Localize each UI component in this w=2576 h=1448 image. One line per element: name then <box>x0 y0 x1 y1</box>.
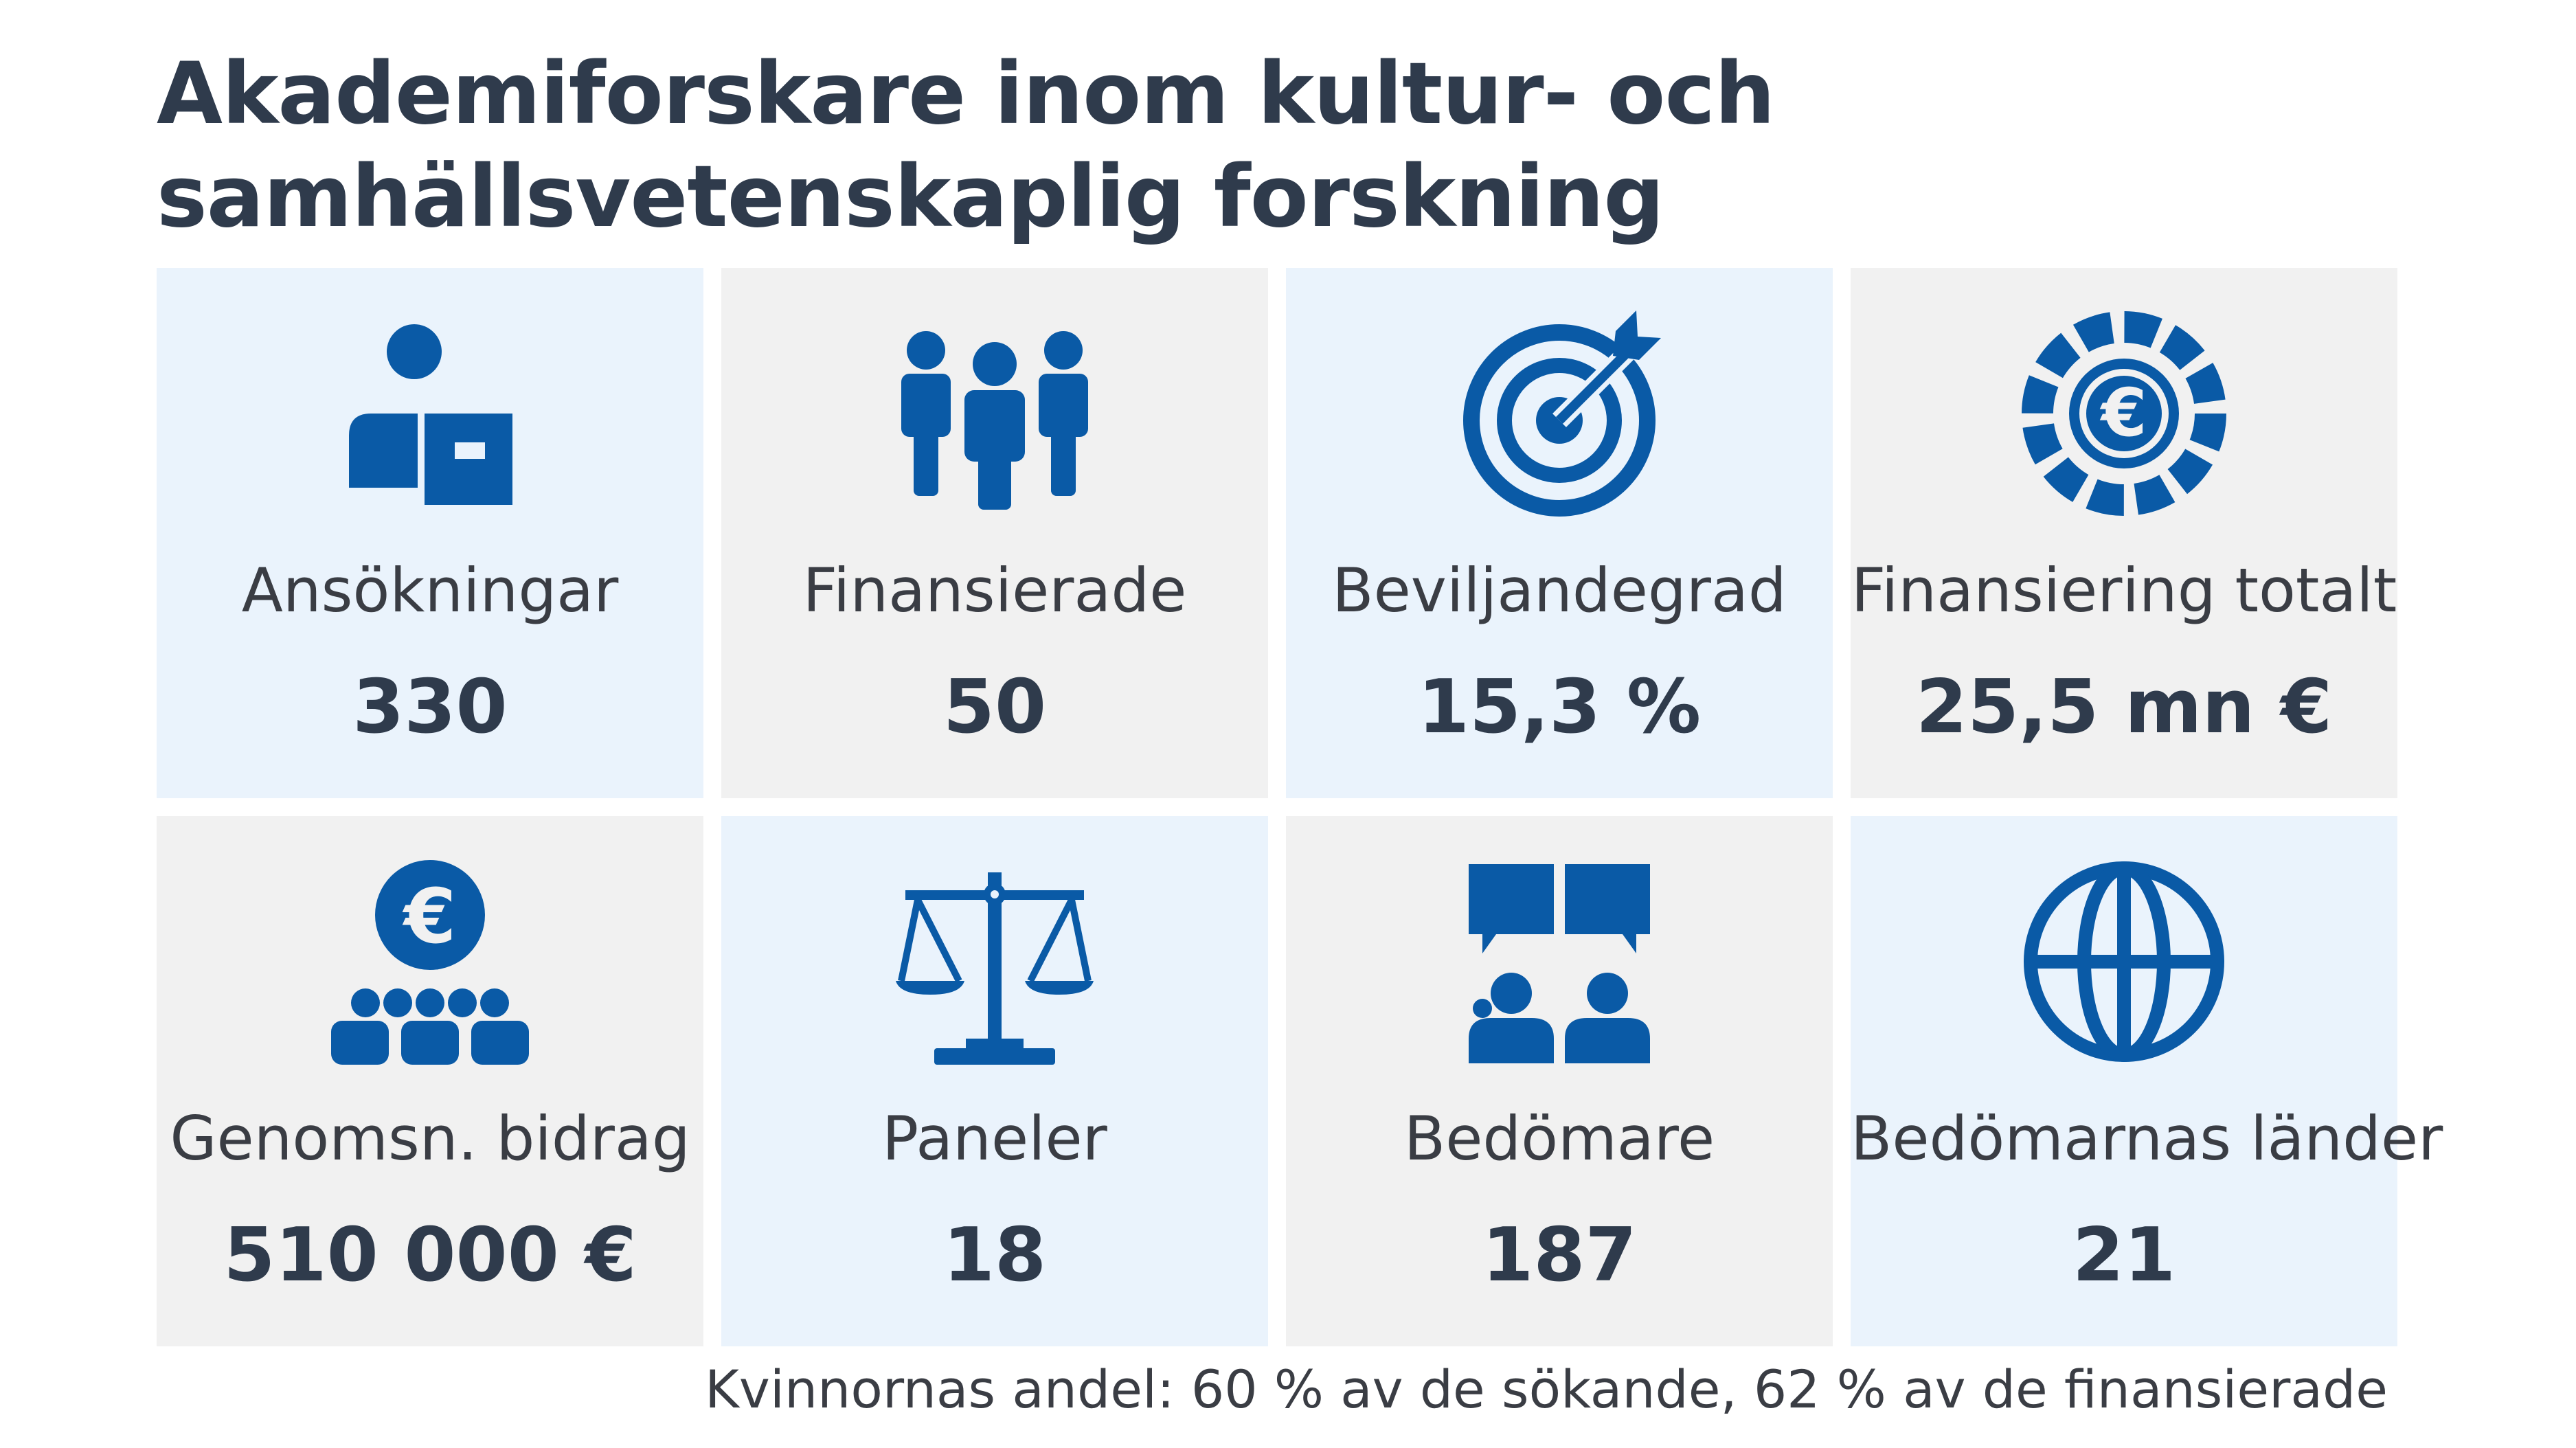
stat-value: 15,3 % <box>1417 664 1702 750</box>
page-title: Akademiforskare inom kultur- och samhäll… <box>157 43 1775 249</box>
footnote-prefix: Kvinnornas andel: <box>705 1359 1191 1420</box>
stat-value: 510 000 € <box>223 1212 637 1298</box>
stat-tile-reviewer-countries: Bedömarnas länder 21 <box>1851 816 2443 1346</box>
stat-label: Bedömare <box>1403 1103 1715 1174</box>
euro-audience-icon: € <box>327 859 533 1065</box>
stat-label: Ansökningar <box>241 555 619 626</box>
stat-tile-average-grant: € Genomsn. bidrag 510 000 € <box>157 816 703 1346</box>
stat-tile-applications: Ansökningar 330 <box>157 268 703 798</box>
stat-value: 18 <box>942 1212 1047 1298</box>
footnote-women-share: Kvinnornas andel: 60 % av de sökande, 62… <box>705 1359 2388 1421</box>
footnote-suffix: av de finansierade <box>1886 1359 2388 1420</box>
globe-icon <box>2021 859 2227 1065</box>
scales-icon <box>892 859 1098 1065</box>
stat-value: 50 <box>942 664 1047 750</box>
target-icon <box>1456 310 1662 517</box>
stat-value: 25,5 mn € <box>1915 664 2333 750</box>
stat-label: Genomsn. bidrag <box>170 1103 690 1174</box>
svg-text:€: € <box>402 872 457 960</box>
svg-text:€: € <box>2100 374 2147 451</box>
footnote-applicant-share: 60 % <box>1190 1359 1324 1420</box>
stats-grid: Ansökningar 330 Finansierade 50 <box>157 268 2443 1346</box>
applicant-icon <box>327 310 533 517</box>
stat-tile-funded: Finansierade 50 <box>721 268 1268 798</box>
stat-label: Beviljandegrad <box>1332 555 1787 626</box>
stat-label: Finansiering totalt <box>1851 555 2397 626</box>
title-line-1: Akademiforskare inom kultur- och <box>157 45 1775 144</box>
footnote-mid: av de sökande, <box>1323 1359 1754 1420</box>
stat-tile-total-funding: € Finansiering totalt 25,5 mn € <box>1851 268 2397 798</box>
stat-value: 330 <box>352 664 508 750</box>
stat-label: Bedömarnas länder <box>1851 1103 2443 1174</box>
footnote-funded-share: 62 % <box>1753 1359 1886 1420</box>
reviewers-chat-icon <box>1456 859 1662 1065</box>
stat-tile-reviewers: Bedömare 187 <box>1286 816 1833 1346</box>
stat-label: Paneler <box>882 1103 1107 1174</box>
stat-tile-success-rate: Beviljandegrad 15,3 % <box>1286 268 1833 798</box>
stat-value: 187 <box>1482 1212 1637 1298</box>
stat-label: Finansierade <box>802 555 1187 626</box>
title-line-2: samhällsvetenskaplig forskning <box>157 148 1664 247</box>
group-icon <box>892 310 1098 517</box>
stat-tile-panels: Paneler 18 <box>721 816 1268 1346</box>
euro-coin-icon: € <box>2021 310 2227 517</box>
stat-value: 21 <box>2072 1212 2176 1298</box>
